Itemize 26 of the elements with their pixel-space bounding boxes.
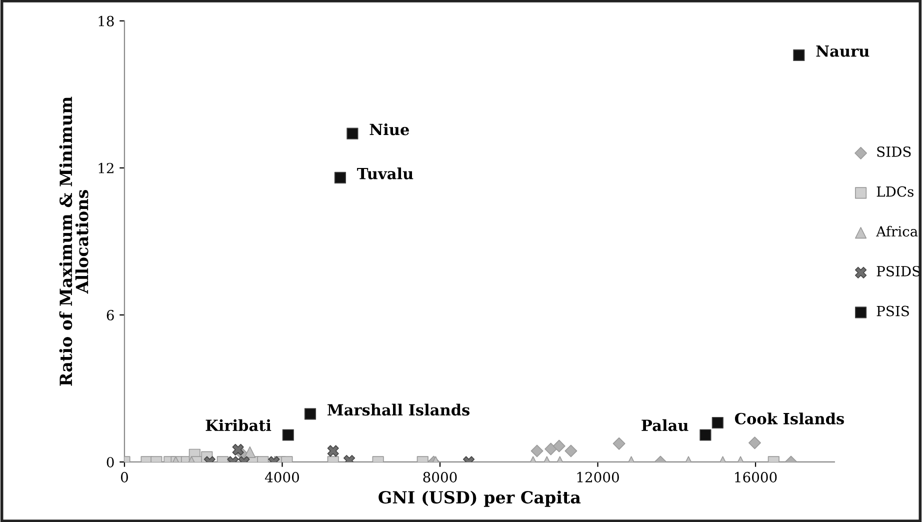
y-tick-label: 6 xyxy=(106,310,114,320)
data-label: Nauru xyxy=(816,45,870,57)
legend-label: SIDS xyxy=(877,146,911,157)
x-tick-label: 8000 xyxy=(423,472,457,482)
legend-label: PSIS xyxy=(876,306,909,316)
data-label: Kiribati xyxy=(206,419,272,432)
y-tick-label: 12 xyxy=(98,162,114,174)
x-tick-label: 0 xyxy=(120,472,128,482)
data-label: Niue xyxy=(370,123,410,136)
point xyxy=(334,172,346,184)
legend-label: PSIDS xyxy=(876,266,920,276)
legend-label: LDCs xyxy=(876,186,914,197)
data-label: Marshall Islands xyxy=(328,404,470,416)
x-axis-title: GNI (USD) per Capita xyxy=(378,490,581,507)
data-label: Palau xyxy=(642,419,688,432)
y-tick-label: 18 xyxy=(98,16,114,26)
data-label: Cook Islands xyxy=(734,412,844,424)
x-tick-label: 12000 xyxy=(577,472,619,482)
x-tick-label: 4000 xyxy=(264,472,299,482)
data-label: Tuvalu xyxy=(357,168,414,180)
point xyxy=(346,128,358,140)
legend-label: Africa xyxy=(876,226,918,237)
y-axis-title: Ratio of Maximum & Minimum Allocations xyxy=(59,96,88,386)
x-tick-label: 16000 xyxy=(735,472,777,482)
y-tick-label: 0 xyxy=(106,456,114,468)
point xyxy=(793,49,805,61)
